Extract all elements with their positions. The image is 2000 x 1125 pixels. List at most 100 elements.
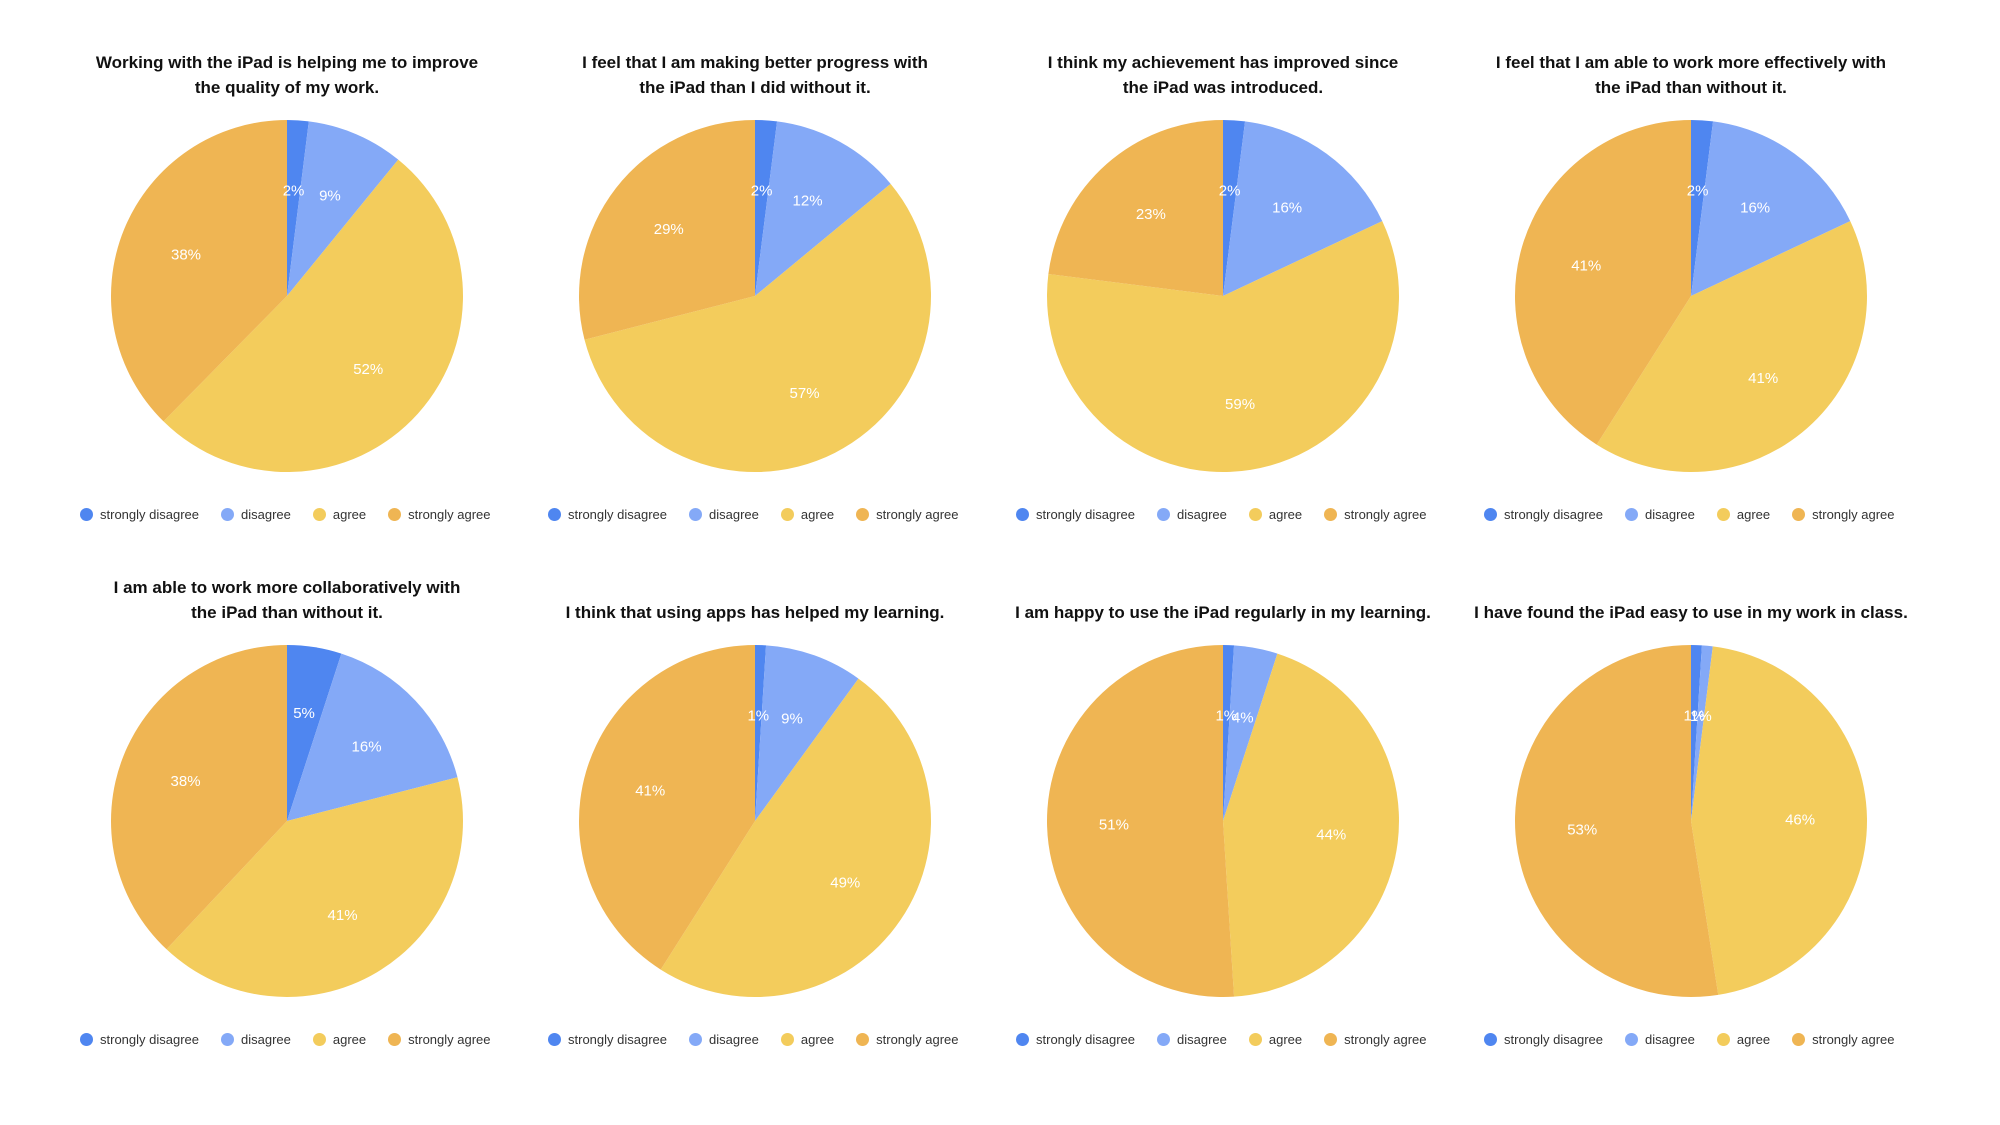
legend-item: strongly agree: [1792, 504, 1895, 524]
pie-data-label: 1%: [1215, 707, 1237, 724]
pie-svg: 1% 9% 49% 41%: [579, 645, 931, 997]
pie-data-label: 38%: [171, 773, 201, 790]
pie-slice-strongly-agree: [1047, 645, 1235, 997]
legend-swatch: [780, 1032, 794, 1046]
legend-item: strongly agree: [856, 1029, 959, 1049]
legend-label: strongly agree: [876, 1031, 959, 1047]
legend-swatch: [1792, 1032, 1806, 1046]
legend-swatch: [1016, 507, 1029, 521]
legend-swatch: [1484, 507, 1497, 521]
legend-item: strongly agree: [1324, 504, 1427, 524]
pie-slice-strongly-agree: [579, 120, 755, 340]
pie-slice-disagree: [1691, 121, 1851, 296]
chart-legend: strongly disagree disagree agree strongly a…: [1484, 504, 1964, 524]
pie-slice-strongly-disagree: [1223, 120, 1246, 296]
pie-chart-5: I am able to work more collaboratively w…: [52, 575, 522, 1095]
legend-item: agree: [780, 504, 835, 524]
pie-data-label: 12%: [793, 192, 823, 209]
legend-item: agree: [312, 504, 367, 524]
legend-label: strongly agree: [1812, 1031, 1895, 1047]
pie-data-label: 16%: [1740, 200, 1770, 217]
legend-swatch: [221, 1032, 234, 1046]
legend-item: strongly disagree: [1016, 504, 1135, 524]
pie-slice-disagree: [1223, 645, 1278, 821]
legend-swatch: [780, 507, 794, 521]
chart-title: I feel that I am able to work more effec…: [1456, 50, 1926, 100]
chart-title-line: I think my achievement has improved sinc…: [1047, 53, 1399, 72]
pie-slice-strongly-agree: [579, 645, 755, 970]
chart-title-line: I think that using apps has helped my le…: [565, 603, 945, 622]
pie-chart-2: I feel that I am making better progress …: [520, 50, 990, 570]
chart-title: I think my achievement has improved sinc…: [988, 50, 1458, 100]
pie-slice-strongly-agree: [1515, 120, 1691, 445]
legend-label: agree: [800, 506, 835, 522]
legend-swatch: [80, 507, 93, 521]
pie-data-label: 1%: [747, 707, 769, 724]
pie-slice-strongly-disagree: [1223, 645, 1235, 821]
legend-item: strongly agree: [1792, 1029, 1895, 1049]
legend-label: disagree: [1645, 506, 1695, 522]
legend-swatch: [1792, 507, 1806, 521]
pie-slice-disagree: [287, 121, 399, 296]
legend-swatch: [856, 1032, 870, 1046]
pie-data-label: 2%: [1687, 183, 1709, 200]
pie-data-label: 16%: [352, 738, 382, 755]
legend-item: strongly agree: [388, 1029, 491, 1049]
pie-data-label: 44%: [1316, 827, 1346, 844]
pie-data-label: 41%: [635, 783, 665, 800]
pie-data-label: 38%: [171, 247, 201, 264]
legend-label: strongly agree: [876, 506, 959, 522]
legend-item: strongly disagree: [80, 1029, 199, 1049]
legend-item: disagree: [221, 1029, 291, 1049]
chart-title: I have found the iPad easy to use in my …: [1456, 600, 1926, 625]
legend-item: strongly disagree: [548, 1029, 667, 1049]
legend-label: disagree: [709, 1031, 759, 1047]
legend-swatch: [548, 507, 561, 521]
legend-label: strongly disagree: [1036, 506, 1135, 522]
legend-swatch: [856, 507, 870, 521]
legend-label: strongly disagree: [1504, 1031, 1603, 1047]
pie-slice-strongly-disagree: [287, 645, 342, 821]
legend-swatch: [80, 1032, 93, 1046]
pie-chart-1: Working with the iPad is helping me to i…: [52, 50, 522, 570]
legend-swatch: [1625, 507, 1638, 521]
pie-chart-8: I have found the iPad easy to use in my …: [1456, 575, 1926, 1095]
pie-data-label: 5%: [293, 705, 315, 722]
pie-slice-disagree: [755, 121, 891, 296]
pie-data-label: 49%: [830, 874, 860, 891]
legend-label: agree: [1268, 506, 1303, 522]
legend-label: agree: [1268, 1031, 1303, 1047]
legend-item: disagree: [1157, 1029, 1227, 1049]
legend-swatch: [1716, 507, 1730, 521]
pie-slice-disagree: [1223, 121, 1383, 296]
legend-swatch: [1324, 1032, 1338, 1046]
chart-title-line: the iPad than I did without it.: [639, 78, 871, 97]
legend-label: agree: [332, 506, 367, 522]
chart-title-line: I feel that I am making better progress …: [582, 53, 928, 72]
chart-title-line: I am happy to use the iPad regularly in …: [1015, 603, 1431, 622]
pie-data-label: 41%: [1748, 370, 1778, 387]
legend-swatch: [1157, 507, 1170, 521]
legend-item: disagree: [1625, 504, 1695, 524]
legend-label: disagree: [1177, 1031, 1227, 1047]
legend-swatch: [689, 507, 702, 521]
legend-label: strongly disagree: [100, 1031, 199, 1047]
pie-slice-agree: [1223, 653, 1399, 997]
legend-item: agree: [1248, 504, 1303, 524]
legend-label: disagree: [1177, 506, 1227, 522]
legend-swatch: [689, 1032, 702, 1046]
legend-swatch: [548, 1032, 561, 1046]
chart-title-line: I have found the iPad easy to use in my …: [1474, 603, 1908, 622]
legend-swatch: [1248, 1032, 1262, 1046]
pie-data-label: 9%: [781, 710, 803, 727]
pie-data-label: 41%: [1571, 258, 1601, 275]
pie-data-label: 41%: [328, 907, 358, 924]
legend-label: strongly disagree: [568, 506, 667, 522]
legend-item: disagree: [1625, 1029, 1695, 1049]
chart-legend: strongly disagree disagree agree strongly a…: [1016, 504, 1496, 524]
legend-label: strongly agree: [1344, 1031, 1427, 1047]
pie-data-label: 2%: [1219, 183, 1241, 200]
legend-label: disagree: [241, 506, 291, 522]
legend-item: strongly disagree: [1016, 1029, 1135, 1049]
legend-item: agree: [1248, 1029, 1303, 1049]
